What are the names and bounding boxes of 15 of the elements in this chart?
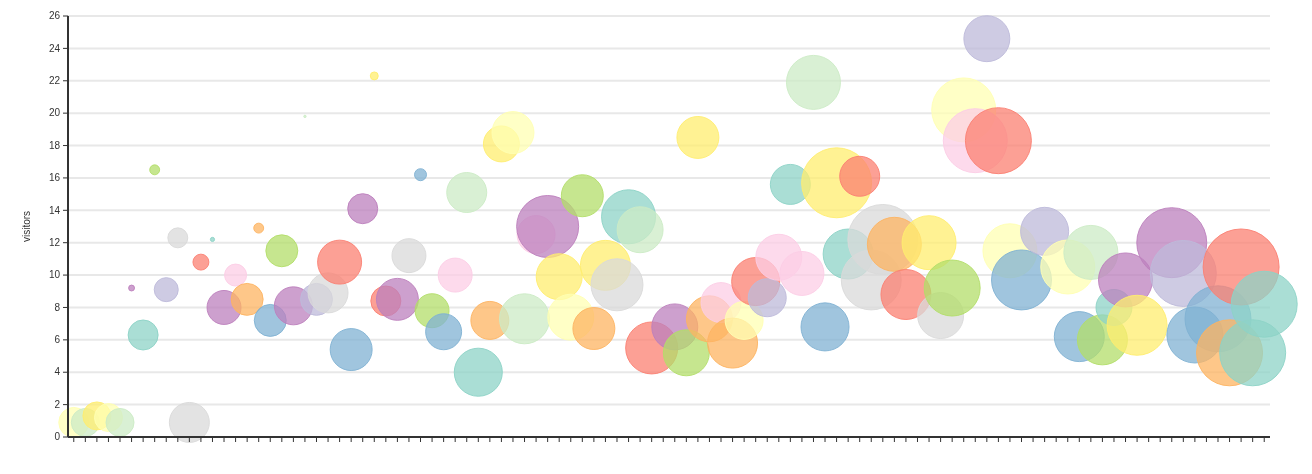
y-tick-label: 22 xyxy=(48,74,61,86)
y-tick-label: 0 xyxy=(54,431,61,443)
y-tick-label: 6 xyxy=(54,334,61,346)
y-tick-label: 26 xyxy=(48,10,61,22)
y-tick-label: 20 xyxy=(48,107,61,119)
y-tick-label: 10 xyxy=(48,269,61,281)
y-tick-label: 14 xyxy=(48,204,61,216)
y-tick-label: 12 xyxy=(48,236,61,248)
y-tick-label: 24 xyxy=(48,42,61,54)
y-tick-label: 4 xyxy=(54,366,61,378)
y-axis-title: visitors xyxy=(21,210,32,243)
y-tick-label: 8 xyxy=(54,301,61,313)
y-tick-label: 16 xyxy=(48,172,61,184)
y-tick-label: 2 xyxy=(54,398,61,410)
y-tick-label: 18 xyxy=(48,139,61,151)
